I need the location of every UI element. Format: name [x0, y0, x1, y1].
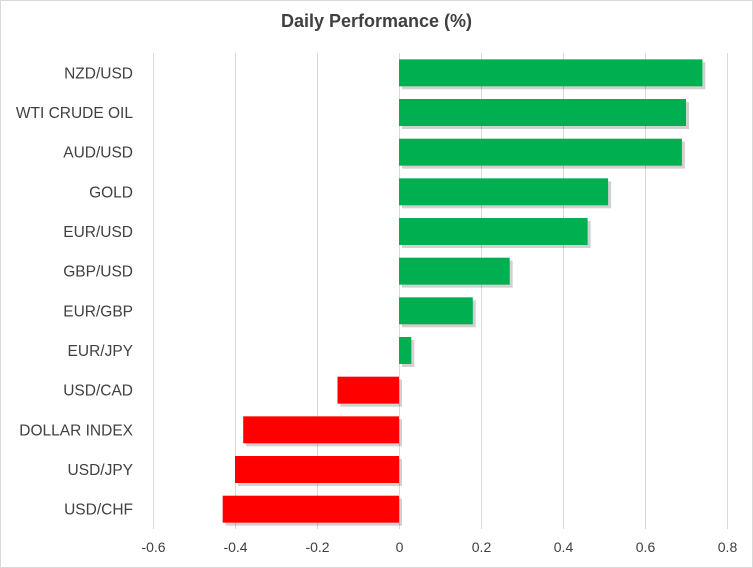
category-label: WTI CRUDE OIL — [16, 105, 133, 122]
category-label: USD/CAD — [63, 383, 133, 400]
category-label: GBP/USD — [63, 264, 133, 281]
x-tick-label: -0.6 — [141, 539, 165, 555]
category-label: AUD/USD — [63, 145, 133, 162]
bar — [399, 297, 473, 325]
bar — [399, 138, 682, 166]
category-label: DOLLAR INDEX — [19, 422, 133, 439]
x-tick-label: 0.6 — [636, 539, 656, 555]
x-tick-label: -0.4 — [223, 539, 247, 555]
category-label: USD/JPY — [68, 462, 133, 479]
category-label: EUR/JPY — [68, 343, 133, 360]
x-tick-label: 0.2 — [472, 539, 492, 555]
bar — [235, 456, 399, 483]
category-label: USD/CHF — [64, 502, 133, 519]
bar — [243, 416, 399, 444]
bar — [399, 99, 686, 126]
category-label: EUR/GBP — [63, 303, 133, 320]
bar — [399, 218, 588, 245]
chart-title: Daily Performance (%) — [280, 11, 473, 31]
bar — [337, 376, 399, 404]
category-label: NZD/USD — [64, 65, 133, 82]
category-label: EUR/USD — [63, 224, 133, 241]
x-tick-label: -0.2 — [305, 539, 329, 555]
category-label: GOLD — [89, 184, 133, 201]
category-labels: NZD/USD WTI CRUDE OIL AUD/USD GOLD EUR/USD GB… — [16, 65, 134, 518]
bars — [222, 59, 706, 526]
bar — [399, 337, 412, 364]
x-tick-label: 0.4 — [554, 539, 574, 555]
bar — [399, 59, 703, 87]
x-tick-label: 0.8 — [718, 539, 738, 555]
bar — [222, 495, 399, 523]
bar — [399, 178, 609, 206]
x-tick-label: 0 — [396, 539, 404, 555]
bar — [399, 257, 510, 285]
x-tick-labels: -0.6 -0.4 -0.2 0 0.2 0.4 0.6 0.8 — [141, 539, 737, 555]
gridlines — [153, 53, 728, 529]
